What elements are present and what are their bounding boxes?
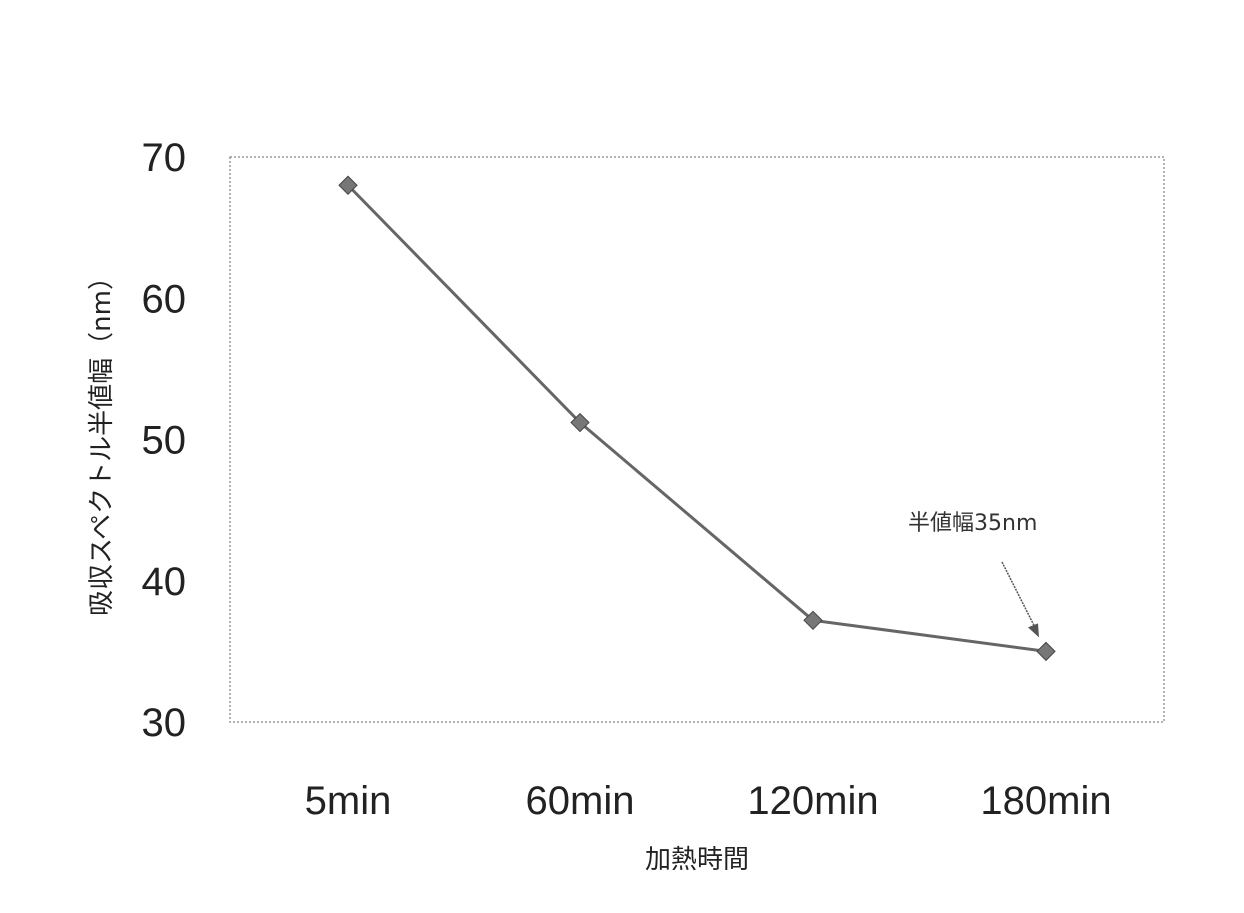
annotation-arrowhead [1028,623,1039,638]
data-point [338,175,358,195]
x-axis-label: 加熱時間 [645,845,749,875]
x-tick-label: 5min [305,779,392,823]
y-tick-label: 40 [142,560,187,604]
series-markers [338,175,1056,662]
y-tick-label: 50 [142,419,187,463]
y-axis-label: 吸収スペクトル半値幅（nm） [87,264,117,616]
data-point [570,412,590,433]
y-tick-labels: 30 40 50 60 70 [142,136,187,745]
series-line [346,184,1047,653]
annotation-text: 半値幅35nm [908,511,1037,536]
annotation-arrow [1001,561,1037,630]
y-tick-label: 30 [142,701,187,745]
x-tick-label: 120min [747,779,878,823]
y-tick-label: 70 [142,136,187,180]
data-point [1036,641,1056,662]
annotation: 半値幅35nm [908,511,1039,638]
x-tick-label: 60min [526,779,635,823]
data-point [803,610,823,631]
plot-frame [229,156,1165,723]
y-tick-label: 60 [142,277,187,321]
x-tick-labels: 5min 60min 120min 180min [305,779,1112,823]
x-tick-label: 180min [980,779,1111,823]
